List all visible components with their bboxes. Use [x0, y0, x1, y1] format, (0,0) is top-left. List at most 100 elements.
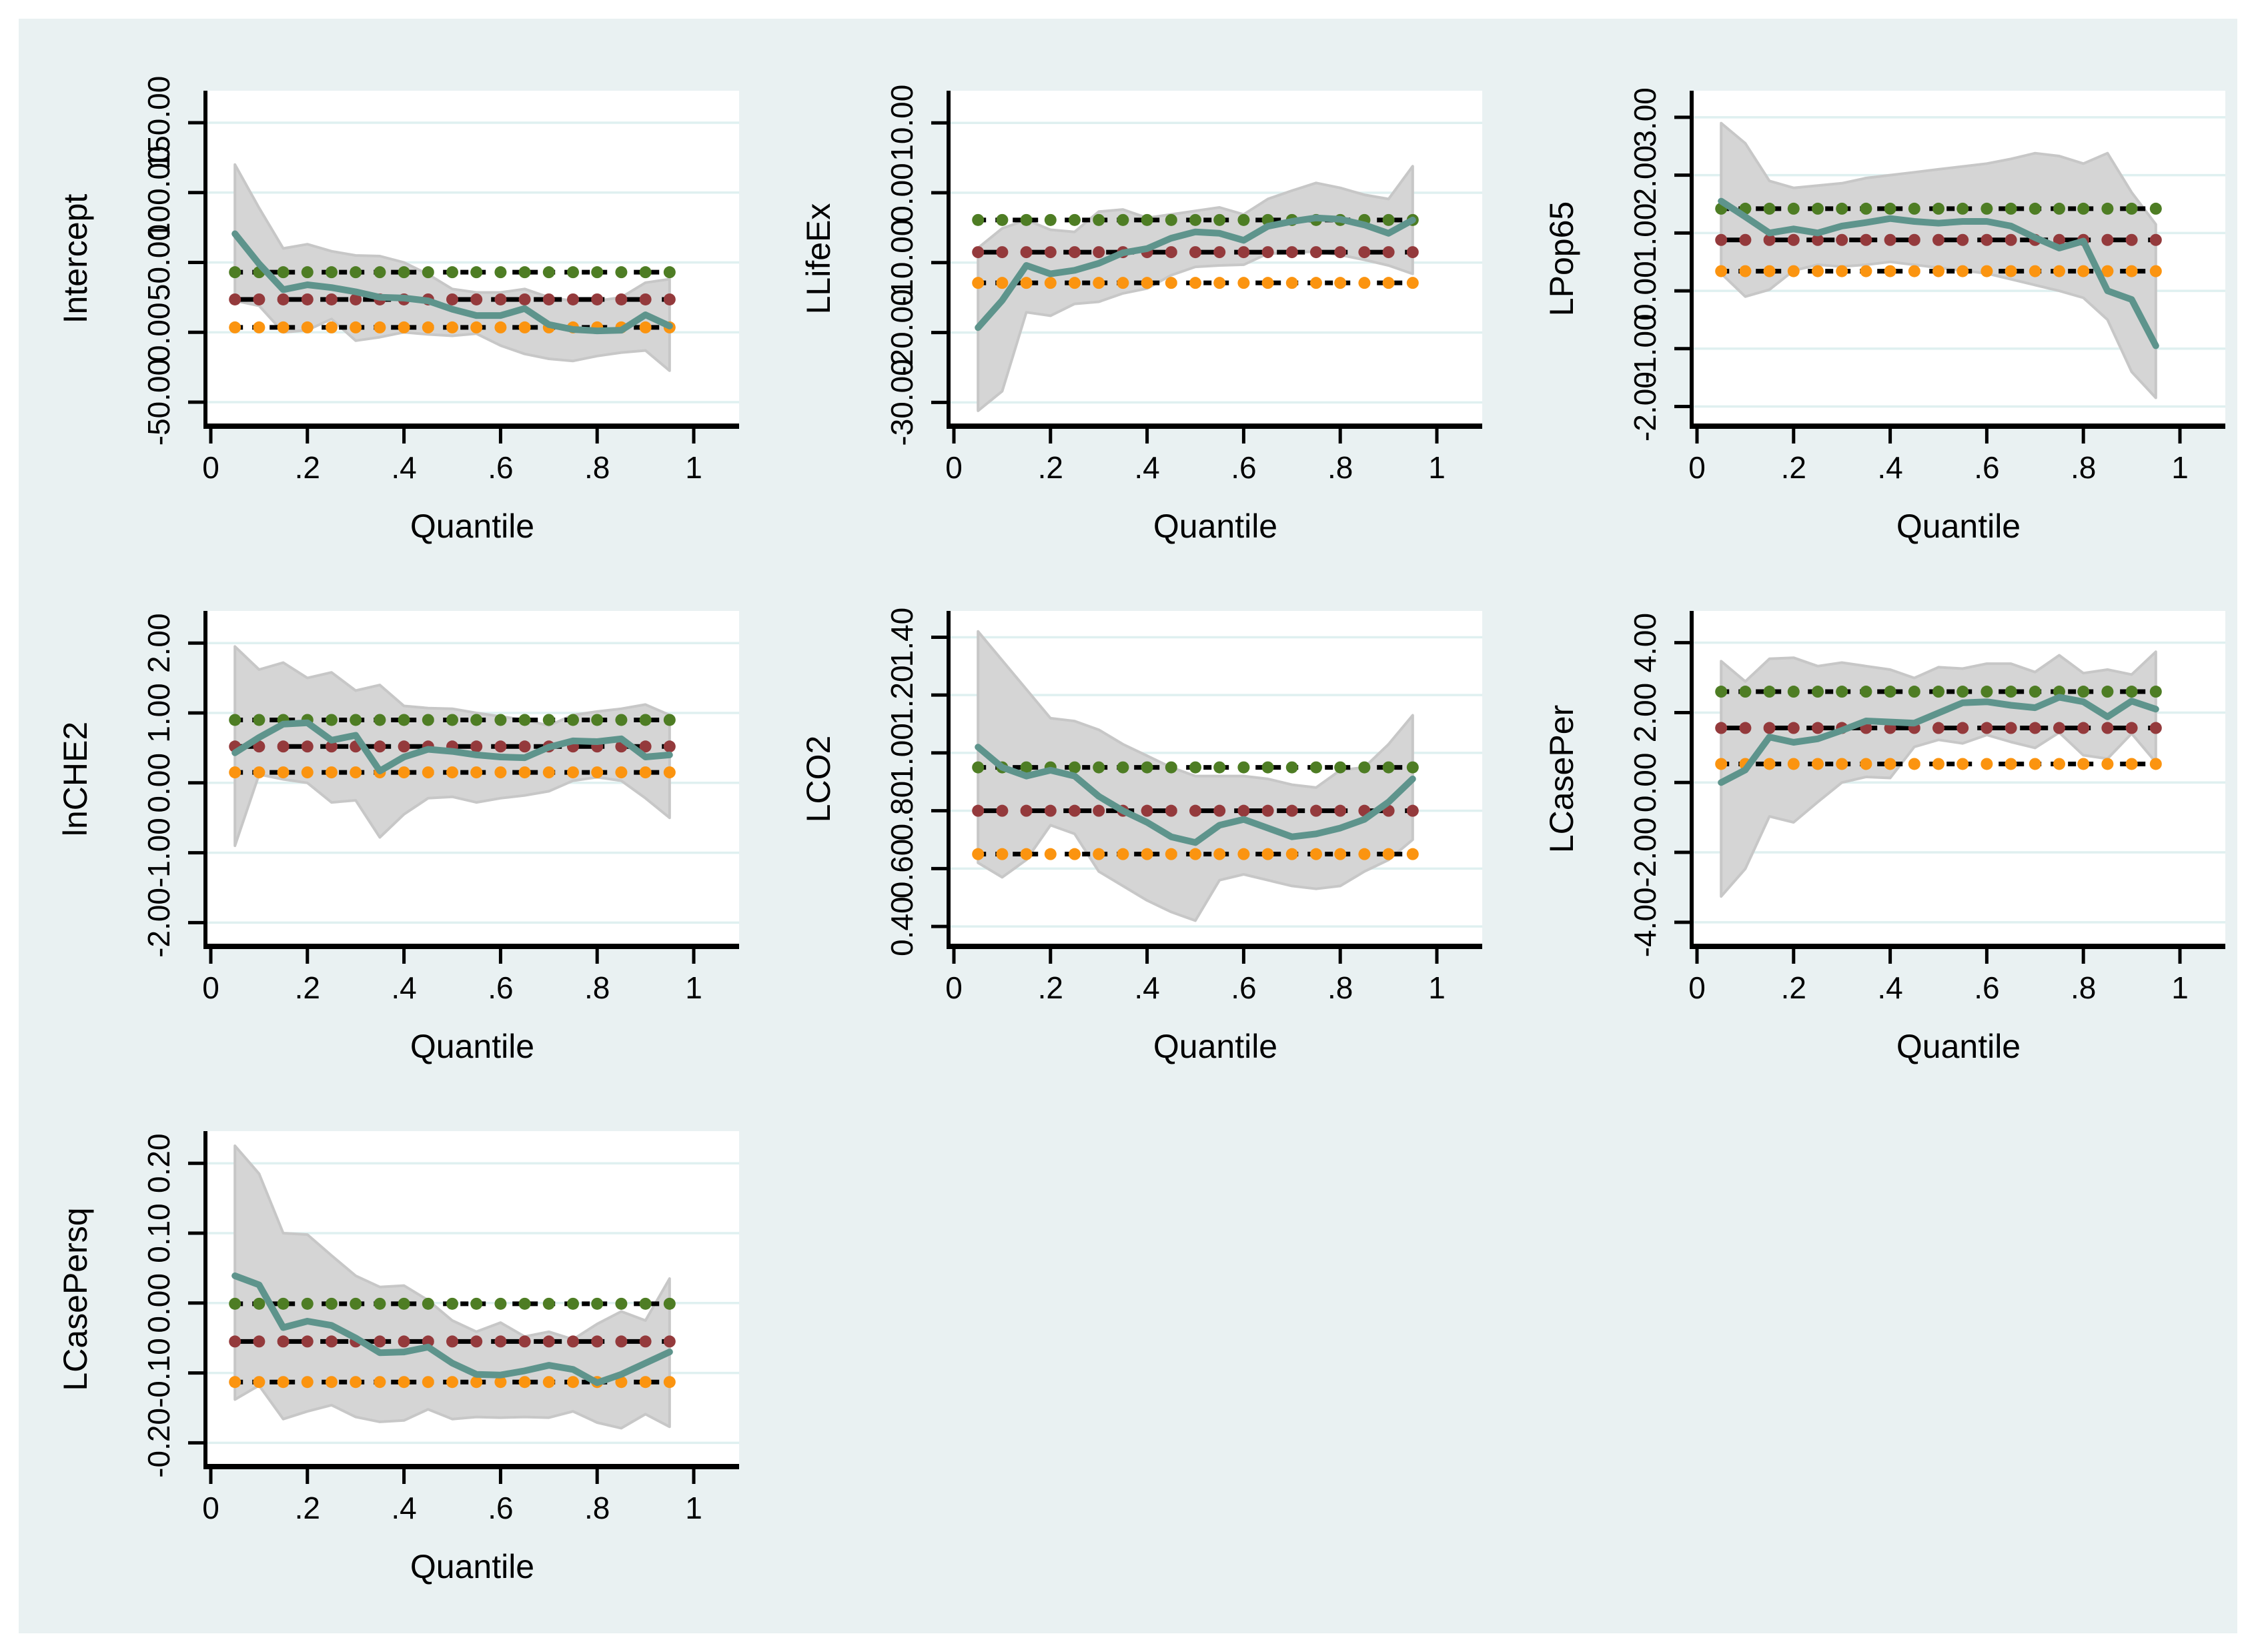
ols-line-marker [1069, 246, 1081, 259]
ols-ci-upper-line-marker [470, 1297, 483, 1310]
ols-line-marker [1406, 246, 1419, 259]
x-tick-label: 1 [1428, 450, 1446, 485]
x-tick-label: 1 [1428, 970, 1446, 1005]
ols-line-marker [277, 740, 290, 753]
ols-ci-lower-line-marker [277, 321, 290, 333]
ols-ci-lower-line-marker [398, 766, 410, 779]
ols-ci-upper-line-marker [1932, 686, 1944, 698]
ols-line-marker [542, 1335, 555, 1348]
ols-ci-upper-line-marker [1237, 213, 1250, 226]
x-tick-label: 0 [1688, 970, 1706, 1005]
x-tick-label: .4 [1134, 450, 1159, 485]
ols-ci-lower-line-marker [1310, 277, 1322, 289]
ols-ci-upper-line-marker [2125, 202, 2138, 215]
ols-ci-lower-line-marker [2053, 758, 2065, 770]
y-tick-label: -4.00 [1628, 887, 1662, 957]
ols-line-marker [2077, 722, 2090, 734]
y-tick-label: -50.00 [141, 359, 176, 446]
ols-line-marker [494, 740, 507, 753]
ols-ci-lower-line-marker [1165, 848, 1177, 860]
ols-ci-lower-line-marker [542, 766, 555, 779]
ols-line-marker [374, 740, 386, 753]
x-tick-label: 0 [202, 970, 219, 1005]
y-tick-label: 4.00 [1628, 613, 1662, 673]
ols-ci-lower-line-marker [277, 1376, 290, 1389]
ols-line-marker [639, 740, 652, 753]
x-tick-label: .4 [391, 1491, 416, 1525]
ols-line-marker [1213, 246, 1226, 259]
ols-line-marker [1358, 246, 1371, 259]
ols-line-marker [2149, 722, 2162, 734]
ols-ci-upper-line-marker [1117, 761, 1129, 774]
y-tick-label: 1.20 [885, 665, 919, 725]
ols-ci-lower-line-marker [2149, 758, 2162, 770]
ols-line-marker [2125, 722, 2138, 734]
ols-ci-upper-line-marker [1860, 202, 1872, 215]
ols-ci-lower-line-marker [2077, 758, 2090, 770]
ols-ci-lower-line-marker [1763, 758, 1776, 770]
ols-line-marker [615, 1335, 628, 1348]
ols-ci-upper-line-marker [518, 266, 531, 279]
y-tick-label: 0.00 [1628, 753, 1662, 813]
x-tick-label: .6 [1231, 450, 1256, 485]
ols-ci-lower-line-marker [229, 1376, 241, 1389]
ols-ci-upper-line-marker [1956, 686, 1969, 698]
ols-ci-lower-line-marker [591, 766, 604, 779]
y-tick-label: 0.00 [141, 302, 176, 362]
ols-ci-lower-line-marker [996, 277, 1009, 289]
ols-ci-upper-line-marker [542, 714, 555, 726]
ols-ci-lower-line-marker [470, 321, 483, 333]
ols-ci-upper-line-marker [1117, 213, 1129, 226]
ols-ci-upper-line-marker [398, 714, 410, 726]
ols-ci-lower-line-marker [1020, 277, 1033, 289]
plot-area: 4.00 2.00 0.00 -2.00-4.00 0 .2 .4 .6 .8 1 [1628, 611, 2225, 1005]
ols-ci-lower-line-marker [1884, 265, 1896, 277]
ols-ci-lower-line-marker [1382, 277, 1395, 289]
y-tick-label: 100.00 [141, 145, 176, 239]
ols-line-marker [1020, 246, 1033, 259]
ols-ci-upper-line-marker [446, 1297, 458, 1310]
ols-ci-upper-line-marker [542, 266, 555, 279]
qr-coefficient-line [975, 214, 1416, 331]
ols-ci-upper-line-marker [2149, 686, 2162, 698]
ols-ci-upper-line-marker [1213, 761, 1226, 774]
y-tick-label: 0.00 [141, 753, 176, 813]
ols-ci-lower-line-marker [229, 321, 241, 333]
x-axis-title: Quantile [410, 508, 534, 545]
x-tick-label: .8 [1327, 450, 1353, 485]
y-tick-label: 50.00 [141, 224, 176, 301]
ols-ci-upper-line-marker [663, 714, 676, 726]
ols-ci-lower-line-marker [972, 277, 985, 289]
ols-ci-upper-line-marker [591, 266, 604, 279]
ols-ci-upper-line-marker [567, 1297, 579, 1310]
ols-ci-lower-line-marker [663, 1376, 676, 1389]
y-axis-title: lnCHE2 [57, 722, 94, 836]
ols-ci-lower-line-marker [615, 766, 628, 779]
ols-line-marker [1763, 233, 1776, 246]
ols-ci-lower-line-marker [446, 1376, 458, 1389]
plot-area: 0.20 0.10 0.00 -0.10-0.20 0 .2 .4 .6 .8 1 [141, 1131, 739, 1525]
y-tick-label: -2.00 [1628, 371, 1662, 442]
ols-line-marker [301, 293, 314, 305]
ols-ci-lower-line-marker [1739, 265, 1752, 277]
y-tick-label: 2.00 [141, 613, 176, 673]
ols-ci-upper-line-marker [1020, 213, 1033, 226]
ols-ci-upper-line-marker [2077, 202, 2090, 215]
x-tick-label: 0 [945, 970, 963, 1005]
ols-ci-upper-line-marker [277, 266, 290, 279]
ols-ci-lower-line-marker [2149, 265, 2162, 277]
ols-line-marker [972, 804, 985, 817]
ols-ci-lower-line-marker [301, 1376, 314, 1389]
ols-ci-upper-line-marker [326, 266, 338, 279]
ols-ci-lower-line-marker [422, 766, 434, 779]
ols-line-marker [1044, 246, 1057, 259]
ols-ci-lower-line-marker [1165, 277, 1177, 289]
ols-ci-lower-line-marker [326, 321, 338, 333]
ols-line-marker [1261, 246, 1274, 259]
qr-coefficient-line [975, 744, 1416, 846]
x-tick-label: 0 [202, 450, 219, 485]
ols-line-marker [663, 1335, 676, 1348]
ols-ci-lower-line-marker [1213, 848, 1226, 860]
confidence-band [977, 630, 1414, 922]
panel-lcaseper: LCasePer 4.00 2.00 0.00 -2.00 -4.00 0 .2 .4 .6 .8… [1525, 559, 2256, 1079]
